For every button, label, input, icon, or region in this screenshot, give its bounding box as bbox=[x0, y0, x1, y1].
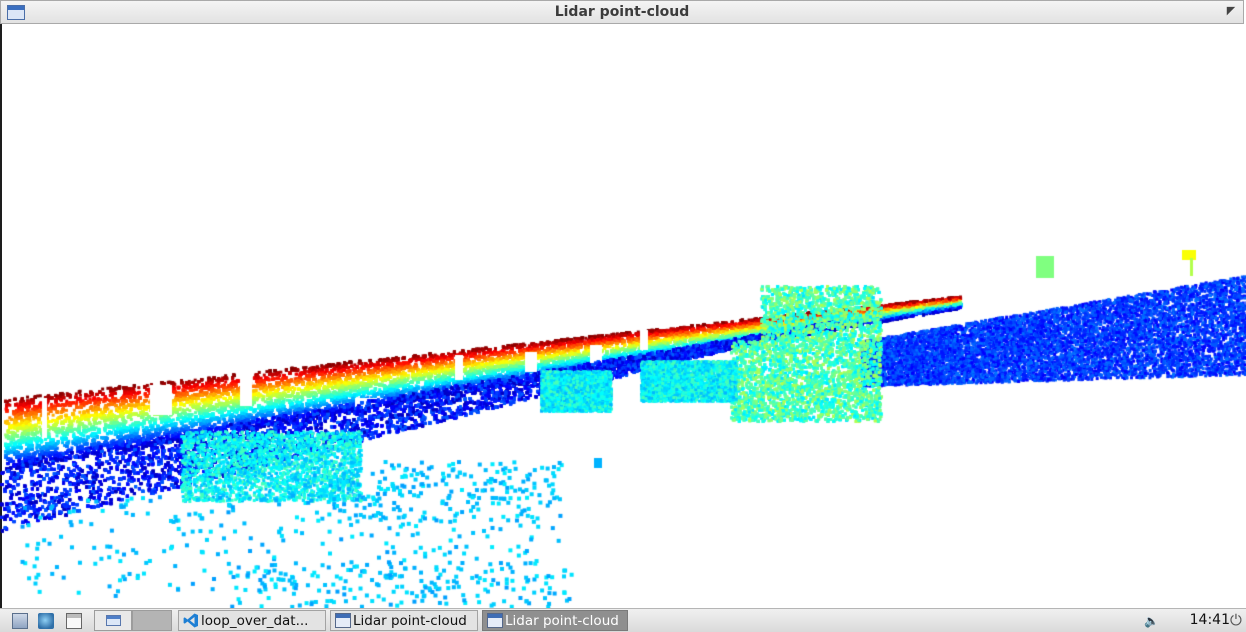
window-launcher[interactable] bbox=[62, 610, 84, 631]
desktop-preview-icon bbox=[106, 615, 121, 626]
window-icon bbox=[66, 613, 82, 629]
window-icon bbox=[487, 613, 503, 628]
taskbar: loop_over_dat... Lidar point-cloud Lidar… bbox=[0, 608, 1246, 632]
globe-icon bbox=[38, 613, 54, 629]
desktop-2-button[interactable] bbox=[132, 610, 172, 631]
lidar-window: Lidar point-cloud ◤ bbox=[0, 0, 1246, 608]
task-label: Lidar point-cloud bbox=[353, 613, 467, 629]
volume-muted-icon[interactable]: 🔈 bbox=[1144, 614, 1159, 628]
clock: 14:41 bbox=[1189, 612, 1230, 628]
power-icon[interactable]: ⏻ bbox=[1230, 611, 1242, 629]
window-menu-icon[interactable] bbox=[7, 5, 25, 20]
title-bar[interactable]: Lidar point-cloud ◤ bbox=[0, 0, 1244, 24]
task-vscode[interactable]: loop_over_dat... bbox=[178, 610, 326, 631]
window-title: Lidar point-cloud bbox=[554, 4, 690, 20]
maximize-button[interactable]: ◤ bbox=[1226, 4, 1236, 17]
window-icon bbox=[335, 613, 351, 628]
desktop-1-button[interactable] bbox=[94, 610, 132, 631]
browser-launcher[interactable] bbox=[34, 610, 56, 631]
file-manager-icon bbox=[12, 613, 28, 629]
task-lidar-1[interactable]: Lidar point-cloud bbox=[330, 610, 478, 631]
file-manager-launcher[interactable] bbox=[8, 610, 30, 631]
point-cloud-viewport[interactable] bbox=[0, 24, 1246, 608]
vscode-icon bbox=[183, 613, 199, 628]
task-label: loop_over_dat... bbox=[201, 613, 309, 629]
task-lidar-2[interactable]: Lidar point-cloud bbox=[482, 610, 628, 631]
task-label: Lidar point-cloud bbox=[505, 613, 619, 629]
